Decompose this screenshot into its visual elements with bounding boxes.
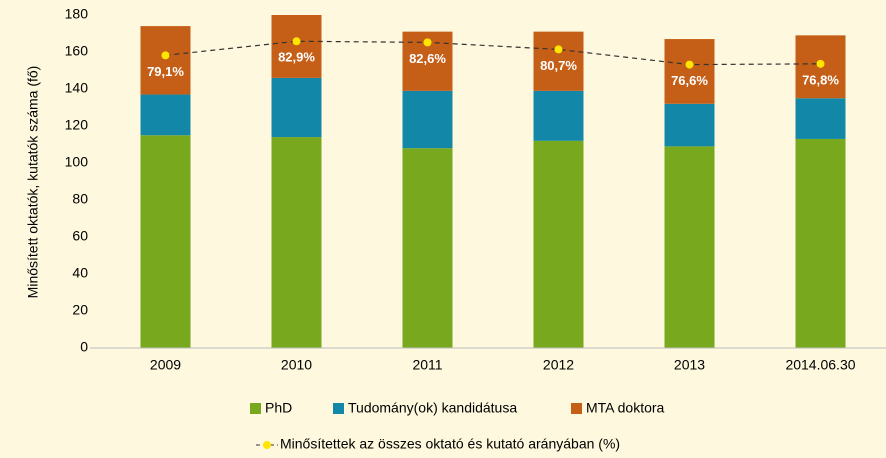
x-tick-label: 2012 [543,357,574,373]
data-label: 76,6% [671,73,708,88]
y-tick-label: 40 [72,265,88,281]
line-marker [292,37,301,46]
data-label: 82,6% [409,51,446,66]
bar-segment [402,148,453,348]
y-tick-label: 60 [72,228,88,244]
line-marker [423,38,432,47]
y-tick-label: 140 [65,80,89,96]
bar-segment [533,90,584,141]
y-tick-label: 120 [65,117,89,133]
legend-swatch [333,403,344,414]
bar-segment [664,146,715,348]
y-axis-label: Minősített oktatók, kutatók száma (fő) [25,66,41,299]
bar-segment [795,138,846,348]
bar-segment [533,31,584,91]
legend-swatch [571,403,582,414]
legend-label: Tudomány(ok) kandidátusa [348,400,517,416]
y-tick-label: 100 [65,154,89,170]
line-marker [161,51,170,60]
bar-segment [402,90,453,149]
legend-label: PhD [265,400,292,416]
x-tick-label: 2013 [674,357,705,373]
y-tick-label: 160 [65,43,89,59]
legend-label: Minősítettek az összes oktató és kutató … [280,436,620,452]
y-tick-label: 180 [65,6,89,22]
bar-segment [271,15,322,78]
bar-segment [140,94,191,136]
line [165,40,821,66]
bar-segment [664,39,715,104]
bar-segment [140,26,191,95]
bar-segment [664,103,715,147]
x-tick-label: 2010 [281,357,312,373]
y-tick-label: 80 [72,191,88,207]
bar-segment [140,135,191,348]
x-tick-label: 2014.06.30 [785,357,855,373]
bar-segment [271,137,322,348]
bar-segment [271,77,322,138]
data-label: 79,1% [147,64,184,79]
x-tick-label: 2009 [150,357,181,373]
legend-swatch [250,403,261,414]
line-marker [554,45,563,54]
bar-segment [533,140,584,348]
y-tick-label: 20 [72,302,88,318]
line-marker [685,60,694,69]
x-tick-label: 2011 [412,357,442,373]
y-tick-label: 0 [80,339,88,355]
data-label: 82,9% [278,50,315,65]
data-label: 80,7% [540,58,577,73]
data-label: 76,8% [802,72,839,87]
line-marker [816,59,825,68]
legend-label: MTA doktora [586,400,665,416]
legend-marker [263,441,271,449]
bar-segment [795,98,846,139]
